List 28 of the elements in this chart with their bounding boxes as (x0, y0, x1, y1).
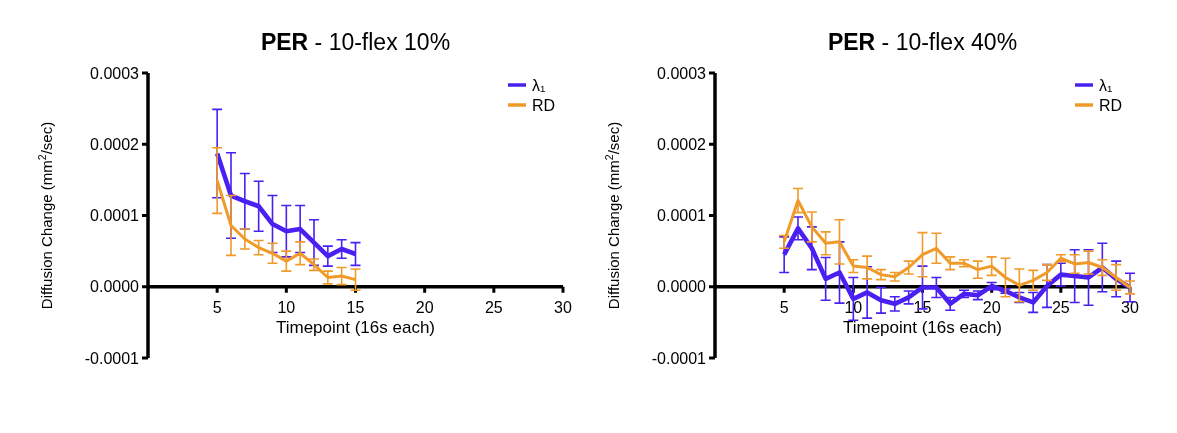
y-tick-label: 0.0002 (657, 135, 707, 153)
y-tick-label: 0.0001 (90, 207, 140, 225)
x-tick-label: 30 (554, 298, 572, 316)
x-tick-label: 25 (1051, 298, 1070, 316)
x-tick-label: 10 (277, 298, 296, 316)
y-tick-label: 0.0002 (90, 135, 140, 153)
y-tick-label: 0.0003 (90, 64, 140, 82)
x-tick-label: 20 (982, 298, 1001, 316)
chart-title: PER - 10-flex 10% (260, 29, 451, 55)
y-tick-label: -0.0001 (84, 349, 140, 367)
y-tick-label: 0.0000 (657, 278, 707, 296)
x-tick-label: 15 (346, 298, 365, 316)
y-tick-label: 0.0001 (657, 207, 707, 225)
y-tick-label: 0.0003 (657, 64, 707, 82)
x-tick-label: 15 (913, 298, 932, 316)
y-tick-label: 0.0000 (90, 278, 140, 296)
x-tick-label: 20 (415, 298, 434, 316)
chart-title: PER - 10-flex 40% (827, 29, 1018, 55)
legend-label: λ₁ (1099, 76, 1113, 94)
x-tick-label: 25 (484, 298, 503, 316)
y-tick-label: -0.0001 (651, 349, 707, 367)
legend-label: RD (532, 96, 556, 114)
x-tick-label: 5 (779, 298, 789, 316)
x-axis-title: Timepoint (16s each) (275, 318, 436, 337)
legend-label: λ₁ (532, 76, 546, 94)
x-axis-title: Timepoint (16s each) (842, 318, 1003, 337)
legend-label: RD (1099, 96, 1123, 114)
x-tick-label: 5 (212, 298, 222, 316)
